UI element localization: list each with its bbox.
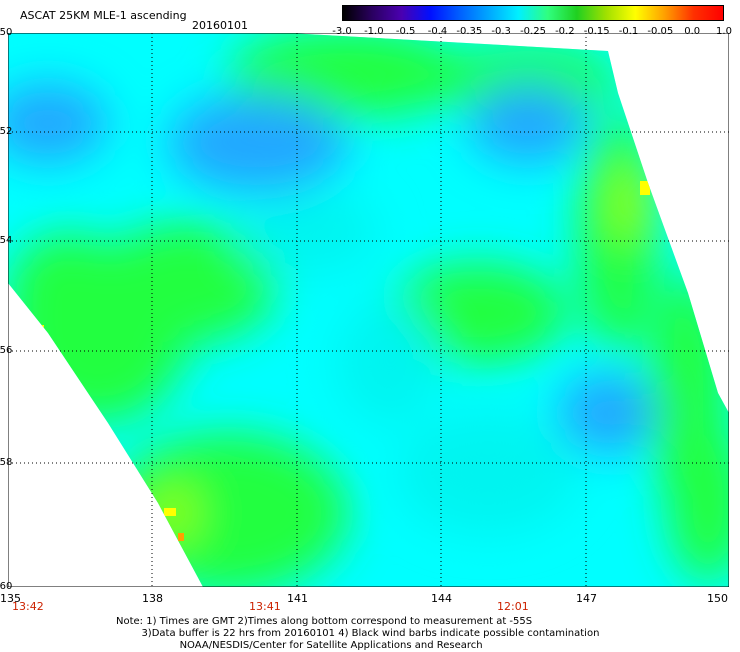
latitude-label: -54	[0, 235, 13, 246]
field-patch	[338, 303, 438, 423]
pass-time-label: 12:01	[497, 600, 529, 613]
map-panel	[8, 33, 729, 587]
field-accent	[178, 533, 184, 541]
colorbar-tick-label: -0.2	[555, 26, 575, 37]
longitude-label: 141	[287, 592, 308, 605]
colorbar-tick-label: -0.4	[427, 26, 448, 37]
field-patch	[168, 93, 348, 193]
field-patch	[8, 83, 108, 163]
colorbar-tick-label: -0.35	[456, 26, 483, 37]
field-patch	[558, 373, 658, 453]
colorbar-tick-label: -0.25	[520, 26, 546, 37]
note-line-2: 3)Data buffer is 22 hrs from 20160101 4)…	[141, 628, 600, 639]
note-line-3: NOAA/NESDIS/Center for Satellite Applica…	[179, 640, 483, 651]
field-patch	[238, 193, 378, 273]
field-patch	[468, 83, 588, 163]
colorbar-tick-label: 1.0	[716, 26, 732, 37]
field-patch	[228, 33, 468, 118]
field-accent	[164, 508, 176, 516]
pass-time-label: 13:41	[249, 600, 281, 613]
colorbar-tick-label: -0.1	[618, 26, 639, 37]
latitude-label: -58	[0, 457, 13, 468]
longitude-label: 135	[0, 592, 21, 605]
colorbar	[342, 5, 724, 21]
field-patch	[608, 163, 648, 243]
note-line-1: Note: 1) Times are GMT 2)Times along bot…	[116, 616, 533, 627]
colorbar-tick-label: -3.0	[332, 26, 352, 37]
chart-date: 20160101	[192, 19, 248, 32]
field-patch	[98, 223, 278, 343]
longitude-label: 144	[431, 592, 452, 605]
colorbar-tick-label: -0.05	[647, 26, 674, 37]
longitude-label: 138	[142, 592, 163, 605]
latitude-label: -56	[0, 345, 13, 356]
field-patch	[398, 413, 578, 533]
latitude-label: -50	[0, 27, 13, 38]
colorbar-tick-label: -0.3	[491, 26, 511, 37]
footer-note: Note: 1) Times are GMT 2)Times along bot…	[116, 616, 599, 652]
latitude-label: -60	[0, 581, 13, 592]
field-accent	[640, 181, 650, 195]
field-accent	[36, 325, 44, 339]
pass-time-label: 13:42	[12, 600, 44, 613]
colorbar-tick-label: -1.0	[364, 26, 384, 37]
longitude-label: 150	[707, 592, 728, 605]
colorbar-tick-label: -0.15	[583, 26, 610, 37]
latitude-label: -52	[0, 126, 13, 137]
chart-title: ASCAT 25KM MLE-1 ascending	[20, 9, 187, 22]
colorbar-labels: -3.0 -1.0 -0.5 -0.4 -0.35 -0.3 -0.25 -0.2 -0.15-…	[330, 26, 732, 38]
colorbar-tick-label: 0.0	[684, 26, 701, 37]
field-patch	[108, 433, 348, 587]
colorbar-tick-label: -0.5	[395, 26, 416, 37]
longitude-label: 147	[576, 592, 597, 605]
